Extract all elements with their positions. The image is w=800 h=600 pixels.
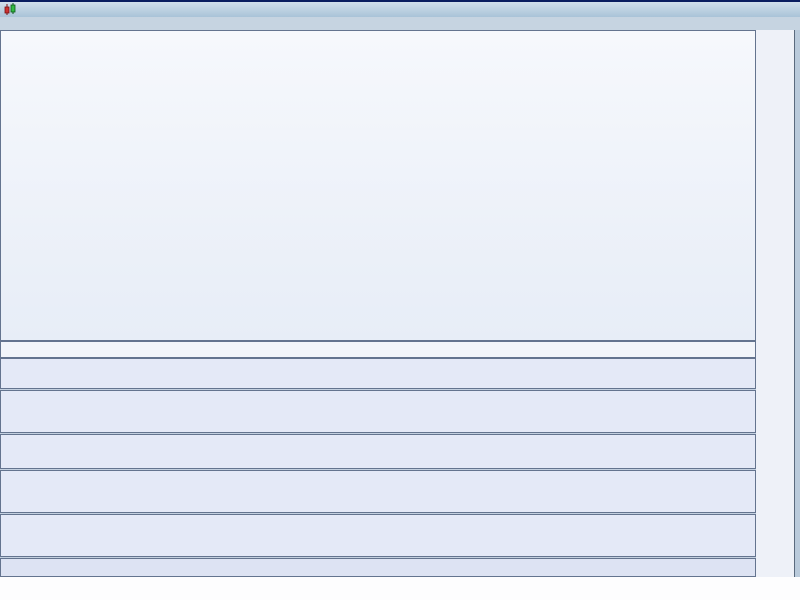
copyright-bar — [0, 341, 756, 358]
candlestick-icon — [4, 3, 17, 16]
time-axis[interactable] — [0, 577, 800, 600]
title-bar — [0, 0, 800, 17]
window-right-edge — [794, 30, 800, 577]
volume-panel[interactable] — [0, 358, 756, 389]
price-legend-row — [0, 17, 800, 31]
price-axis-gutter[interactable] — [756, 30, 794, 577]
rsi-panel[interactable] — [0, 434, 756, 469]
macd-panel[interactable] — [0, 390, 756, 433]
price-panel[interactable] — [0, 30, 756, 341]
atlas-mini-panel[interactable] — [0, 558, 756, 577]
oscillator-panel[interactable] — [0, 470, 756, 513]
atlas-panel[interactable] — [0, 514, 756, 557]
